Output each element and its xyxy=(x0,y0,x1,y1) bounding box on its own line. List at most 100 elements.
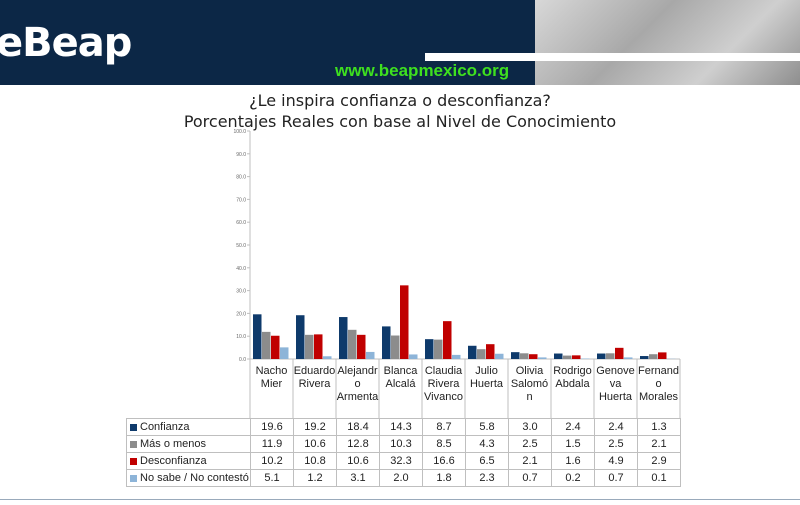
category-label: Morales xyxy=(639,391,679,403)
bar-confianza xyxy=(339,317,348,359)
footer-line xyxy=(0,499,800,500)
category-label: Rivera xyxy=(299,378,332,390)
table-cell: 10.3 xyxy=(379,435,423,453)
bar-desconfianza xyxy=(443,321,452,359)
chart-title-line2: Porcentajes Reales con base al Nivel de … xyxy=(183,112,617,131)
category-label: Blanca xyxy=(384,365,419,377)
table-cell: 2.1 xyxy=(508,452,552,470)
chart-title-line1: ¿Le inspira confianza o desconfianza? xyxy=(249,91,551,110)
table-cell: 12.8 xyxy=(336,435,380,453)
bar-m-s-o-menos xyxy=(348,329,357,359)
beap-logo: eBeap xyxy=(0,20,132,66)
bar-desconfianza xyxy=(572,355,581,359)
table-cell: 2.9 xyxy=(637,452,681,470)
table-cell: 5.1 xyxy=(250,469,294,487)
table-cell: 1.6 xyxy=(551,452,595,470)
bar-m-s-o-menos xyxy=(477,349,486,359)
category-label: Julio xyxy=(475,365,498,377)
y-tick-label: 20.0 xyxy=(236,311,246,317)
table-cell: 1.2 xyxy=(293,469,337,487)
bar-desconfianza xyxy=(357,334,366,359)
table-cell: 0.2 xyxy=(551,469,595,487)
table-cell: 2.5 xyxy=(508,435,552,453)
bar-desconfianza xyxy=(271,335,280,359)
category-label: Genove xyxy=(596,365,635,377)
chart-title: ¿Le inspira confianza o desconfianza? Po… xyxy=(0,90,800,132)
y-tick-label: 60.0 xyxy=(236,220,246,226)
table-cell: 8.7 xyxy=(422,418,466,436)
category-label: Huerta xyxy=(599,391,633,403)
legend-swatch xyxy=(130,440,137,448)
table-cell: 3.1 xyxy=(336,469,380,487)
table-cell: 2.1 xyxy=(637,435,681,453)
bar-m-s-o-menos xyxy=(520,353,529,359)
y-tick-label: 30.0 xyxy=(236,289,246,295)
bar-no-sabe-no-contest- xyxy=(366,351,375,359)
category-label: Eduardo xyxy=(294,365,336,377)
category-label: Abdala xyxy=(555,378,590,390)
bar-confianza xyxy=(296,315,305,359)
bar-confianza xyxy=(554,353,563,359)
category-label: Claudia xyxy=(425,365,463,377)
table-cell: 19.6 xyxy=(250,418,294,436)
bar-confianza xyxy=(425,339,434,359)
bar-no-sabe-no-contest- xyxy=(409,354,418,359)
table-row: No sabe / No contestó 5.1 1.2 3.1 2.0 1.8 2.3 0… xyxy=(126,469,681,487)
table-cell: 11.9 xyxy=(250,435,294,453)
table-cell: 5.8 xyxy=(465,418,509,436)
table-cell: 2.3 xyxy=(465,469,509,487)
category-label: o xyxy=(655,378,661,390)
website-url: www.beapmexico.org xyxy=(335,61,510,80)
category-label: Nacho xyxy=(256,365,288,377)
bar-m-s-o-menos xyxy=(434,339,443,359)
table-row: Más o menos 11.9 10.6 12.8 10.3 8.5 4.3 2.5 1.5 2… xyxy=(126,435,681,453)
table-cell: 8.5 xyxy=(422,435,466,453)
bar-desconfianza xyxy=(486,344,495,359)
table-cell: 2.0 xyxy=(379,469,423,487)
bar-confianza xyxy=(382,326,391,359)
bar-confianza xyxy=(640,356,649,359)
bar-desconfianza xyxy=(400,285,409,359)
legend-label: No sabe / No contestó xyxy=(140,472,249,484)
table-cell: 1.3 xyxy=(637,418,681,436)
table-cell: 0.7 xyxy=(594,469,638,487)
bar-desconfianza xyxy=(615,347,624,359)
table-cell: 2.4 xyxy=(551,418,595,436)
y-tick-label: 80.0 xyxy=(236,175,246,181)
table-cell: 2.4 xyxy=(594,418,638,436)
category-label: va xyxy=(610,378,623,390)
table-cell: 18.4 xyxy=(336,418,380,436)
legend-entry: Más o menos xyxy=(126,435,251,453)
table-row: Confianza 19.6 19.2 18.4 14.3 8.7 5.8 3.0 2.4 2.4… xyxy=(126,418,681,436)
header-photo xyxy=(535,0,800,85)
bar-no-sabe-no-contest- xyxy=(323,356,332,359)
table-cell: 6.5 xyxy=(465,452,509,470)
category-label: o xyxy=(354,378,360,390)
table-cell: 3.0 xyxy=(508,418,552,436)
bar-confianza xyxy=(468,345,477,359)
bar-m-s-o-menos xyxy=(649,354,658,359)
bar-desconfianza xyxy=(529,354,538,359)
bar-desconfianza xyxy=(658,352,667,359)
category-label: n xyxy=(526,391,532,403)
category-label: Rivera xyxy=(428,378,461,390)
category-label: Huerta xyxy=(470,378,504,390)
y-tick-label: 40.0 xyxy=(236,266,246,272)
table-cell: 10.8 xyxy=(293,452,337,470)
legend-entry: Desconfianza xyxy=(126,452,251,470)
legend-swatch xyxy=(130,423,137,431)
table-cell: 2.5 xyxy=(594,435,638,453)
category-label: Alcalá xyxy=(386,378,417,390)
data-table: Confianza 19.6 19.2 18.4 14.3 8.7 5.8 3.0 2.4 2.4… xyxy=(126,418,681,487)
table-cell: 10.6 xyxy=(336,452,380,470)
bar-m-s-o-menos xyxy=(563,355,572,359)
legend-label: Más o menos xyxy=(140,438,207,450)
table-cell: 4.9 xyxy=(594,452,638,470)
legend-label: Desconfianza xyxy=(140,455,207,467)
bar-no-sabe-no-contest- xyxy=(280,347,289,359)
category-label: Rodrigo xyxy=(553,365,592,377)
table-cell: 1.8 xyxy=(422,469,466,487)
table-cell: 32.3 xyxy=(379,452,423,470)
table-row: Desconfianza 10.2 10.8 10.6 32.3 16.6 6.5 2.1 1.… xyxy=(126,452,681,470)
